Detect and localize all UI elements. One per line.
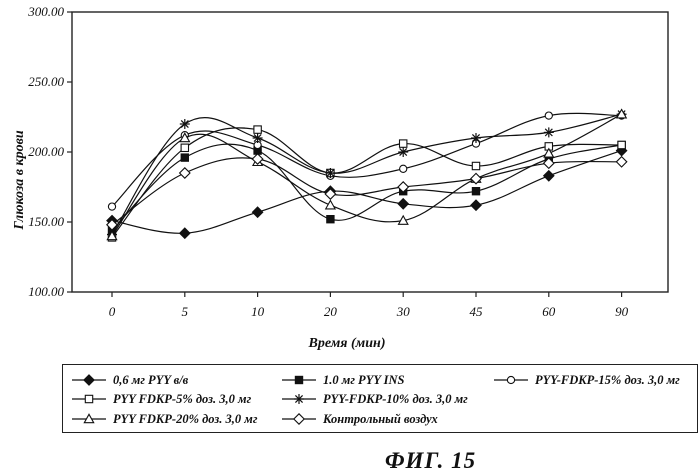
y-axis-ticks: 100.00 150.00 200.00 250.00 300.00 <box>27 4 72 299</box>
legend-item: PYY-FDKP-15% доз. 3,0 мг <box>493 371 680 389</box>
legend-label: 0,6 мг PYY в/в <box>113 373 188 388</box>
legend-marker <box>295 376 302 383</box>
data-point <box>616 157 626 167</box>
y-tick-label: 200.00 <box>28 144 64 159</box>
data-point <box>400 140 407 147</box>
legend-swatch <box>71 393 107 405</box>
data-point <box>253 133 263 143</box>
y-tick-label: 100.00 <box>28 284 64 299</box>
legend-swatch <box>71 374 107 386</box>
legend-item: 1.0 мг PYY INS <box>281 371 404 389</box>
x-tick-label: 20 <box>324 304 338 319</box>
legend-swatch <box>281 393 317 405</box>
data-point <box>471 133 481 143</box>
legend-label: Контрольный воздух <box>323 412 438 427</box>
legend-swatch <box>493 374 529 386</box>
data-point <box>398 199 408 209</box>
data-point <box>180 168 190 178</box>
x-tick-label: 5 <box>182 304 189 319</box>
data-point <box>544 127 554 137</box>
data-point <box>327 216 334 223</box>
data-point <box>472 188 479 195</box>
legend-label: 1.0 мг PYY INS <box>323 373 404 388</box>
x-axis-ticks: 0 5 10 20 30 45 60 90 <box>109 292 629 319</box>
data-point <box>545 112 552 119</box>
x-tick-label: 90 <box>615 304 629 319</box>
legend-swatch <box>281 374 317 386</box>
y-axis-title: Глюкоза в крови <box>12 130 27 231</box>
data-point <box>108 203 115 210</box>
series-line <box>112 158 622 225</box>
legend-item: 0,6 мг PYY в/в <box>71 371 188 389</box>
x-tick-label: 0 <box>109 304 116 319</box>
legend-item: Контрольный воздух <box>281 410 438 428</box>
legend-marker <box>507 376 514 383</box>
legend-label: PYY FDKP-5% доз. 3,0 мг <box>113 392 251 407</box>
legend-swatch <box>281 413 317 425</box>
data-point <box>180 228 190 238</box>
y-tick-label: 150.00 <box>28 214 64 229</box>
y-tick-label: 300.00 <box>27 4 64 19</box>
legend-marker <box>85 395 92 402</box>
data-point <box>252 207 262 217</box>
x-tick-label: 45 <box>470 304 484 319</box>
legend-label: PYY-FDKP-10% доз. 3,0 мг <box>323 392 468 407</box>
data-point <box>544 171 554 181</box>
series-layer <box>107 109 627 241</box>
legend-label: PYY FDKP-20% доз. 3,0 мг <box>113 412 257 427</box>
x-axis-title: Время (мин) <box>308 336 386 351</box>
data-point <box>326 201 335 209</box>
data-point <box>325 168 335 178</box>
legend: 0,6 мг PYY в/в 1.0 мг PYY INS PYY-FDKP-15%… <box>62 364 698 433</box>
x-tick-label: 60 <box>542 304 556 319</box>
legend-item: PYY FDKP-5% доз. 3,0 мг <box>71 390 251 408</box>
data-point <box>472 162 479 169</box>
data-point <box>398 147 408 157</box>
legend-marker <box>84 375 94 385</box>
legend-item: PYY FDKP-20% доз. 3,0 мг <box>71 410 257 428</box>
legend-marker <box>294 414 304 424</box>
x-tick-label: 30 <box>396 304 411 319</box>
data-point <box>400 165 407 172</box>
figure-label: ФИГ. 15 <box>385 448 476 474</box>
series-4 <box>108 126 625 241</box>
legend-item: PYY-FDKP-10% доз. 3,0 мг <box>281 390 468 408</box>
y-tick-label: 250.00 <box>28 74 64 89</box>
legend-label: PYY-FDKP-15% доз. 3,0 мг <box>535 373 680 388</box>
data-point <box>618 141 625 148</box>
data-point <box>254 126 261 133</box>
data-point <box>181 154 188 161</box>
data-point <box>180 119 190 129</box>
legend-marker <box>294 394 304 404</box>
legend-swatch <box>71 413 107 425</box>
data-point <box>181 144 188 151</box>
x-tick-label: 10 <box>251 304 265 319</box>
data-point <box>471 200 481 210</box>
